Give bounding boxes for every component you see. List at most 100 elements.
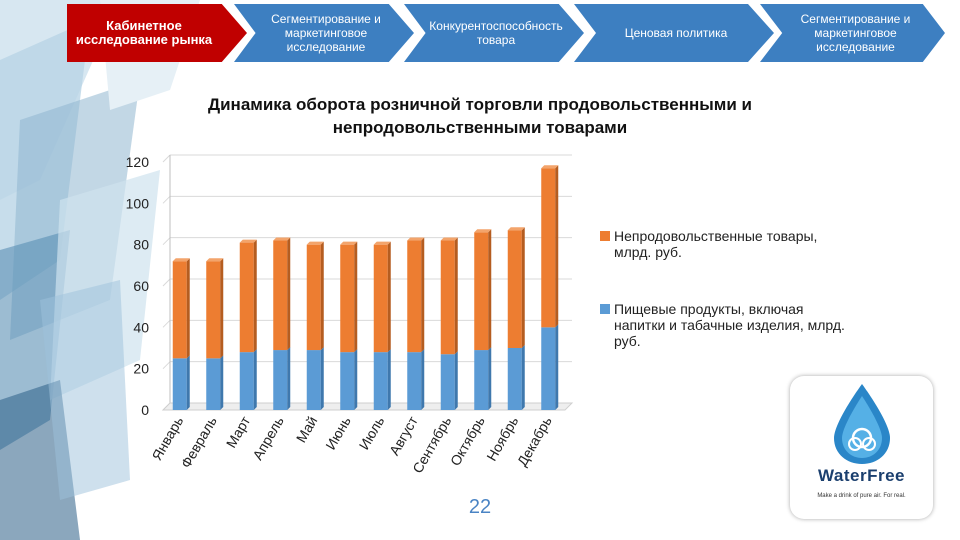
bar-side [320, 347, 324, 410]
bar-side [287, 237, 291, 351]
bar-side [521, 227, 525, 348]
bar-side [253, 239, 257, 353]
legend-label-food: Пищевые продукты, включая напитки и таба… [614, 301, 845, 349]
bar-nonfood [407, 240, 422, 353]
bar-side [220, 258, 224, 359]
bar-side [354, 241, 358, 353]
y-tick-label: 60 [133, 278, 149, 294]
bar-nonfood [440, 240, 455, 355]
bar-nonfood [340, 244, 355, 353]
logo-wordmark: WaterFree [817, 466, 905, 485]
y-tick-label: 20 [133, 361, 149, 377]
bar-nonfood [273, 240, 288, 351]
bar-side [287, 347, 291, 410]
bar-side [454, 351, 458, 410]
bar-top [172, 258, 190, 262]
bar-side [555, 324, 559, 410]
gridline-side [162, 237, 171, 246]
page-number: 22 [468, 496, 492, 518]
y-tick-label: 80 [133, 237, 149, 253]
bar-side [320, 241, 324, 351]
bar-side [387, 349, 391, 410]
gridline-side [162, 154, 171, 163]
bar-top [306, 241, 324, 245]
bar-side [253, 349, 257, 410]
bar-side [186, 355, 190, 410]
water-drop-icon [834, 384, 890, 464]
gridline-side [162, 195, 171, 204]
tab-label: Сегментирование и маркетинговое исследов… [800, 12, 911, 54]
y-tick-label: 0 [141, 402, 149, 418]
legend-item-food: Пищевые продукты, включая напитки и таба… [600, 301, 854, 349]
bar-nonfood [172, 261, 187, 359]
bar-top [239, 239, 257, 243]
tab-label: Ценовая политика [624, 26, 728, 40]
logo: WaterFree Make a drink of pure air. For … [790, 376, 933, 519]
bar-top [541, 165, 559, 169]
legend-item-nonfood: Непродовольственные товары, млрд. руб. [600, 228, 854, 260]
bar-food [273, 350, 288, 410]
legend-label-nonfood: Непродовольственные товары, млрд. руб. [614, 228, 818, 260]
bar-food [474, 350, 489, 410]
tab-segmentation-2[interactable]: Сегментирование и маркетинговое исследов… [760, 4, 945, 62]
bar-side [555, 165, 559, 328]
bar-side [220, 355, 224, 410]
tab-label: Сегментирование и маркетинговое исследов… [271, 12, 381, 54]
bar-nonfood [239, 242, 254, 353]
y-tick-label: 120 [126, 154, 150, 170]
x-tick-label: Март [223, 413, 254, 451]
x-tick-label: Август [386, 413, 421, 458]
gridline-side [162, 278, 171, 287]
bar-side [421, 349, 425, 410]
bar-top [273, 237, 291, 241]
x-tick-label: Май [293, 414, 321, 446]
gridline-side [162, 319, 171, 328]
bar-side [488, 229, 492, 351]
bar-nonfood [507, 230, 522, 348]
legend-swatch-food [600, 304, 610, 314]
bar-side [454, 237, 458, 355]
tab-pricing-policy[interactable]: Ценовая политика [574, 4, 774, 62]
bar-top [474, 229, 492, 233]
bar-food [507, 348, 522, 410]
bar-top [440, 237, 458, 241]
bar-nonfood [474, 232, 489, 351]
y-tick-label: 40 [133, 319, 149, 335]
bar-food [541, 327, 556, 410]
bar-food [440, 354, 455, 410]
tab-market-research[interactable]: Кабинетное исследование рынка [67, 4, 247, 62]
y-tick-label: 100 [126, 195, 150, 211]
bar-side [354, 349, 358, 410]
bar-side [421, 237, 425, 353]
tab-competitiveness[interactable]: Конкурентоспособность товара [404, 4, 584, 62]
logo-tagline: Make a drink of pure air. For real. [817, 493, 906, 499]
bar-food [206, 358, 221, 410]
bar-top [373, 241, 391, 245]
chart-floor [161, 402, 574, 411]
bar-food [306, 350, 321, 410]
bar-top [407, 237, 425, 241]
bar-side [186, 258, 190, 359]
bar-nonfood [206, 261, 221, 359]
bar-top [340, 241, 358, 245]
bar-side [488, 347, 492, 410]
bar-nonfood [306, 244, 321, 351]
bar-top [206, 258, 224, 262]
bar-food [373, 352, 388, 410]
legend-swatch-nonfood [600, 231, 610, 241]
bar-nonfood [541, 168, 556, 328]
gridline-side [162, 361, 171, 370]
bar-top [507, 227, 525, 231]
bar-side [521, 345, 525, 410]
bar-nonfood [373, 244, 388, 353]
tab-segmentation[interactable]: Сегментирование и маркетинговое исследов… [234, 4, 414, 62]
bar-food [407, 352, 422, 410]
tab-label: Кабинетное исследование рынка [75, 18, 213, 47]
chart-title: Динамика оборота розничной торговли прод… [208, 95, 752, 137]
bar-food [340, 352, 355, 410]
bar-side [387, 241, 391, 353]
bar-food [239, 352, 254, 410]
tab-label: Конкурентоспособность товара [429, 19, 563, 47]
x-tick-label: Июль [356, 414, 388, 453]
